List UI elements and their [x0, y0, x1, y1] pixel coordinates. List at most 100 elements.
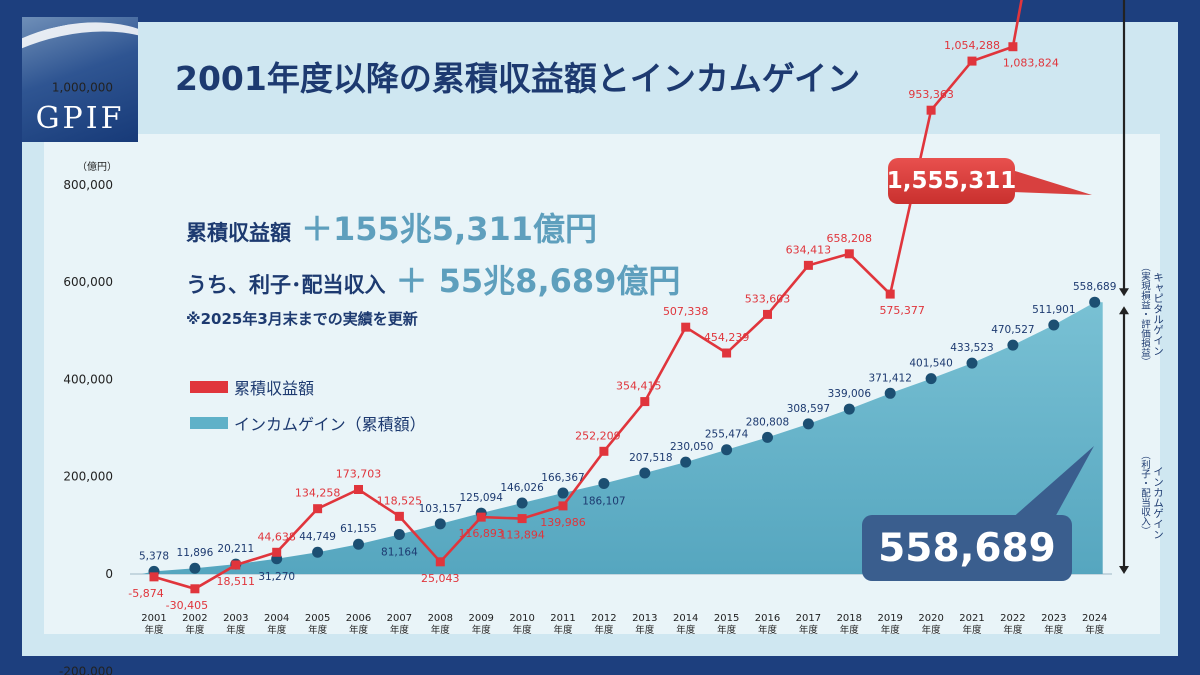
- cumulative-point: [231, 560, 241, 570]
- income-value-label: 558,689: [1073, 281, 1116, 293]
- income-point: [925, 373, 937, 385]
- cumulative-point: [354, 484, 363, 494]
- cumulative-point: [844, 249, 854, 259]
- income-value-label: 166,367: [541, 472, 584, 484]
- x-tick-suffix: 年度: [185, 624, 205, 636]
- side-label-capital: キャピタルゲイン: [1152, 272, 1164, 356]
- x-tick-label: 2018: [837, 613, 862, 624]
- income-value-label: 5,378: [139, 550, 169, 562]
- x-tick-suffix: 年度: [1085, 624, 1105, 636]
- cumulative-point: [681, 322, 691, 332]
- x-tick-suffix: 年度: [267, 624, 287, 636]
- logo-text: GPIF: [35, 101, 125, 136]
- cumulative-value-label: -5,874: [128, 587, 163, 600]
- income-gain-bracket-head-down: [1119, 566, 1129, 574]
- capital-gain-bracket-head-down: [1119, 288, 1129, 297]
- legend-income-label: インカムゲイン（累積額）: [234, 415, 426, 434]
- x-tick-suffix: 年度: [962, 624, 982, 636]
- y-tick-label: 0: [105, 567, 113, 581]
- income-value-label: 511,901: [1032, 304, 1075, 316]
- income-gain-bracket-head-up: [1119, 306, 1129, 315]
- gpif-logo: GPIF: [22, 17, 138, 142]
- x-tick-suffix: 年度: [635, 624, 655, 636]
- cumulative-point: [722, 348, 732, 358]
- income-point: [353, 538, 364, 550]
- callout-cumulative-pointer: [1012, 170, 1092, 195]
- summary-cumulative: 累積収益額 ＋155兆5,311億円: [186, 204, 597, 250]
- income-point: [762, 431, 773, 443]
- cumulative-point: [599, 446, 609, 456]
- income-value-label: 125,094: [459, 492, 503, 504]
- x-tick-label: 2011: [550, 613, 575, 624]
- cumulative-point: [190, 584, 200, 594]
- x-tick-label: 2013: [632, 613, 657, 624]
- side-label-income: インカムゲイン: [1152, 466, 1164, 540]
- income-value-label: 146,026: [500, 482, 544, 494]
- cumulative-point: [313, 504, 323, 514]
- y-tick-label: 200,000: [63, 470, 113, 484]
- income-point: [557, 487, 569, 499]
- cumulative-value-label: 1,054,288: [944, 39, 1000, 52]
- income-point: [1089, 296, 1101, 308]
- income-value-label: 433,523: [950, 342, 993, 354]
- callout-income-total: 558,689: [862, 515, 1072, 581]
- x-tick-suffix: 年度: [553, 624, 573, 636]
- income-value-label: 280,808: [746, 416, 789, 428]
- cumulative-value-label: 533,603: [745, 292, 791, 305]
- income-value-label: 11,896: [177, 547, 214, 559]
- x-tick-suffix: 年度: [226, 624, 246, 636]
- side-label-income-sub: （利子・配当収入）: [1139, 450, 1150, 536]
- income-point: [884, 387, 896, 399]
- cumulative-line: [153, 0, 1023, 591]
- legend-income: インカムゲイン（累積額）: [190, 411, 426, 435]
- cumulative-value-label: 454,239: [704, 331, 750, 344]
- income-value-label: 371,412: [868, 372, 911, 384]
- y-tick-label: -200,000: [59, 664, 113, 675]
- cumulative-point: [885, 289, 895, 299]
- x-tick-label: 2005: [305, 613, 330, 624]
- cumulative-value-label: 507,338: [663, 305, 709, 318]
- x-tick-label: 2007: [387, 613, 412, 624]
- x-tick-label: 2017: [796, 613, 821, 624]
- income-value-label: 255,474: [705, 429, 749, 441]
- cumulative-point: [803, 260, 813, 270]
- callout-income-pointer: [1010, 446, 1094, 530]
- x-tick-label: 2023: [1041, 613, 1066, 624]
- x-tick-suffix: 年度: [513, 624, 533, 636]
- x-tick-label: 2002: [182, 613, 207, 624]
- income-point: [434, 518, 446, 530]
- cumulative-point: [640, 397, 650, 407]
- income-area: [142, 302, 1103, 574]
- x-tick-suffix: 年度: [349, 624, 369, 636]
- income-value-label: 31,270: [258, 571, 295, 583]
- income-value-label: 44,749: [299, 531, 336, 543]
- cumulative-value-label: 252,209: [575, 429, 621, 442]
- x-tick-suffix: 年度: [144, 624, 164, 636]
- y-tick-label: 1,000,000: [52, 81, 113, 95]
- summary-income-value: ＋ 55兆8,689億円: [395, 262, 681, 300]
- cumulative-point: [149, 572, 159, 582]
- income-point: [680, 456, 692, 468]
- x-tick-suffix: 年度: [308, 624, 328, 636]
- cumulative-value-label: 354,415: [616, 380, 662, 393]
- x-tick-suffix: 年度: [594, 624, 614, 636]
- x-tick-label: 2016: [755, 613, 780, 624]
- cumulative-point: [435, 557, 445, 567]
- cumulative-value-label: 113,894: [499, 529, 545, 542]
- x-tick-suffix: 年度: [840, 624, 860, 636]
- x-tick-suffix: 年度: [717, 624, 737, 636]
- x-tick-label: 2021: [959, 613, 984, 624]
- summary-cumulative-label: 累積収益額: [186, 221, 291, 245]
- income-value-label: 103,157: [419, 503, 462, 515]
- x-tick-suffix: 年度: [1044, 624, 1064, 636]
- income-point: [639, 467, 651, 479]
- cumulative-value-label: 658,208: [827, 232, 873, 245]
- income-value-label: 401,540: [909, 358, 952, 370]
- x-tick-label: 2022: [1000, 613, 1025, 624]
- cumulative-point: [517, 514, 527, 524]
- cumulative-point: [1008, 42, 1018, 52]
- x-tick-suffix: 年度: [758, 624, 778, 636]
- x-tick-suffix: 年度: [390, 624, 410, 636]
- cumulative-value-label: 44,638: [257, 530, 296, 543]
- x-tick-suffix: 年度: [676, 624, 696, 636]
